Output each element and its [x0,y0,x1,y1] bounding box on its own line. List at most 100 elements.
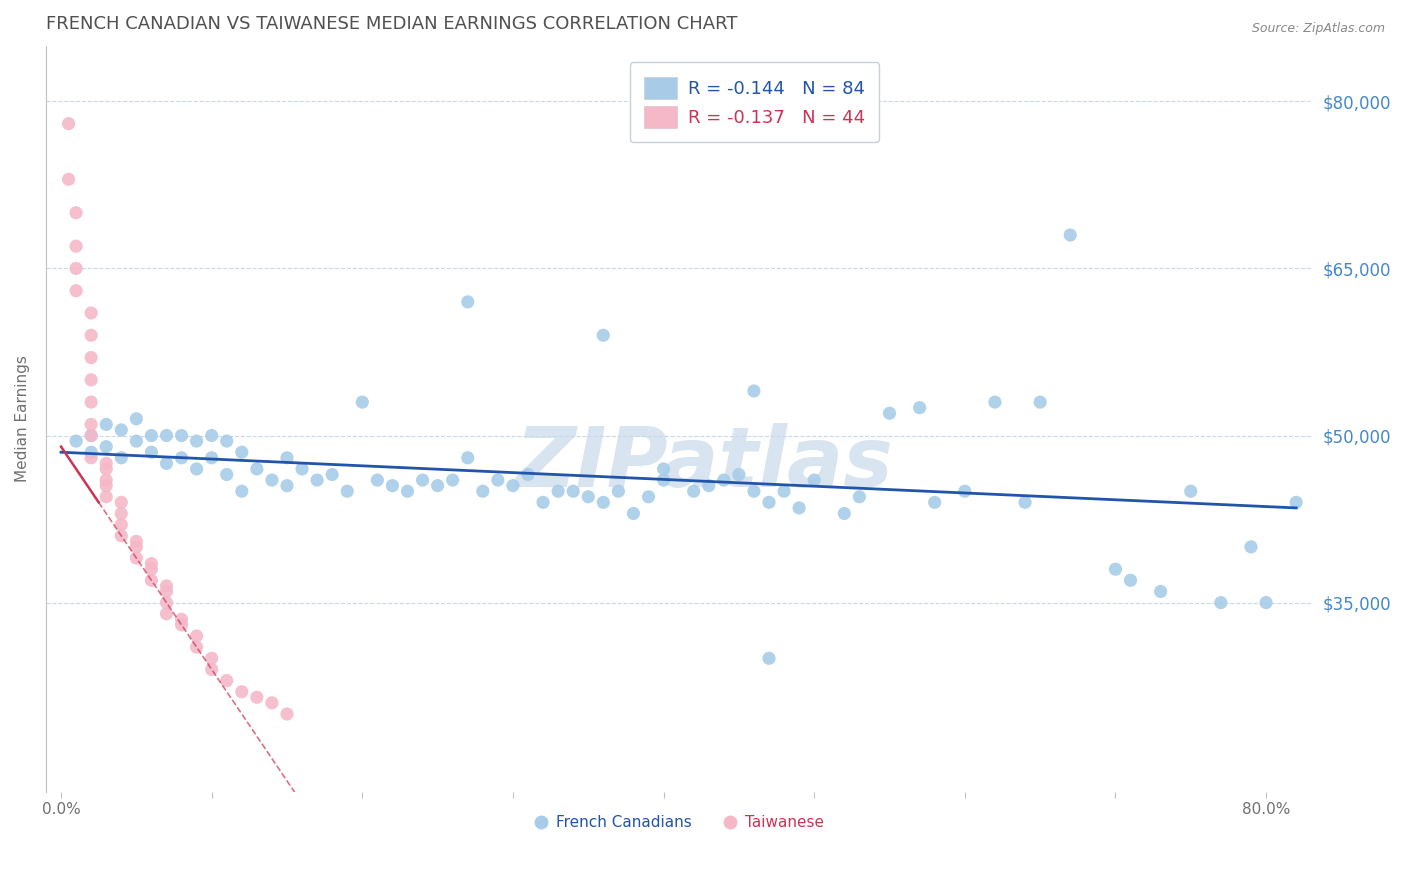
French Canadians [531,495,554,509]
Taiwanese [65,261,87,276]
Taiwanese [276,706,298,721]
French Canadians [96,440,118,454]
French Canadians [787,500,810,515]
Taiwanese [96,478,118,492]
Taiwanese [141,574,163,588]
Taiwanese [96,456,118,470]
Taiwanese [201,662,224,676]
Taiwanese [231,684,253,698]
French Canadians [457,294,479,309]
French Canadians [713,473,735,487]
Taiwanese [215,673,238,688]
Taiwanese [96,473,118,487]
Taiwanese [201,651,224,665]
French Canadians [592,495,614,509]
French Canadians [381,478,404,492]
Taiwanese [110,495,132,509]
Text: Source: ZipAtlas.com: Source: ZipAtlas.com [1251,22,1385,36]
French Canadians [773,484,796,499]
French Canadians [125,434,148,448]
Taiwanese [155,596,177,610]
French Canadians [412,473,434,487]
French Canadians [276,478,298,492]
French Canadians [307,473,329,487]
French Canadians [1180,484,1202,499]
French Canadians [276,450,298,465]
Taiwanese [155,584,177,599]
Taiwanese [155,579,177,593]
Taiwanese [80,417,103,432]
French Canadians [246,462,269,476]
Taiwanese [80,450,103,465]
Taiwanese [170,612,193,626]
Taiwanese [65,239,87,253]
French Canadians [1119,574,1142,588]
French Canadians [396,484,419,499]
French Canadians [908,401,931,415]
French Canadians [201,450,224,465]
French Canadians [457,450,479,465]
Taiwanese [110,517,132,532]
French Canadians [1059,227,1081,242]
French Canadians [260,473,283,487]
French Canadians [201,428,224,442]
French Canadians [80,428,103,442]
French Canadians [1240,540,1263,554]
Legend: French Canadians, Taiwanese: French Canadians, Taiwanese [527,809,831,837]
French Canadians [231,484,253,499]
French Canadians [155,456,177,470]
French Canadians [547,484,569,499]
French Canadians [834,507,856,521]
French Canadians [1104,562,1126,576]
French Canadians [652,473,675,487]
Taiwanese [170,618,193,632]
French Canadians [592,328,614,343]
Taiwanese [110,507,132,521]
Taiwanese [155,607,177,621]
French Canadians [1285,495,1308,509]
Taiwanese [186,629,208,643]
French Canadians [803,473,825,487]
French Canadians [486,473,509,487]
French Canadians [742,384,765,398]
Taiwanese [260,696,283,710]
French Canadians [141,445,163,459]
French Canadians [879,406,901,420]
French Canadians [562,484,585,499]
Taiwanese [58,117,80,131]
Text: FRENCH CANADIAN VS TAIWANESE MEDIAN EARNINGS CORRELATION CHART: FRENCH CANADIAN VS TAIWANESE MEDIAN EARN… [46,15,738,33]
French Canadians [758,495,780,509]
French Canadians [110,450,132,465]
French Canadians [291,462,314,476]
Taiwanese [141,562,163,576]
French Canadians [170,428,193,442]
French Canadians [682,484,704,499]
French Canadians [1014,495,1036,509]
Taiwanese [80,306,103,320]
French Canadians [336,484,359,499]
French Canadians [366,473,388,487]
French Canadians [186,462,208,476]
Taiwanese [96,462,118,476]
Taiwanese [246,690,269,705]
French Canadians [637,490,659,504]
French Canadians [155,428,177,442]
French Canadians [471,484,494,499]
Y-axis label: Median Earnings: Median Earnings [15,355,30,483]
French Canadians [80,445,103,459]
Taiwanese [125,534,148,549]
French Canadians [502,478,524,492]
Taiwanese [65,284,87,298]
French Canadians [231,445,253,459]
French Canadians [352,395,374,409]
French Canadians [953,484,976,499]
French Canadians [96,417,118,432]
French Canadians [517,467,540,482]
French Canadians [576,490,599,504]
Taiwanese [186,640,208,655]
French Canadians [697,478,720,492]
Taiwanese [80,351,103,365]
French Canadians [125,412,148,426]
French Canadians [170,450,193,465]
Taiwanese [96,490,118,504]
